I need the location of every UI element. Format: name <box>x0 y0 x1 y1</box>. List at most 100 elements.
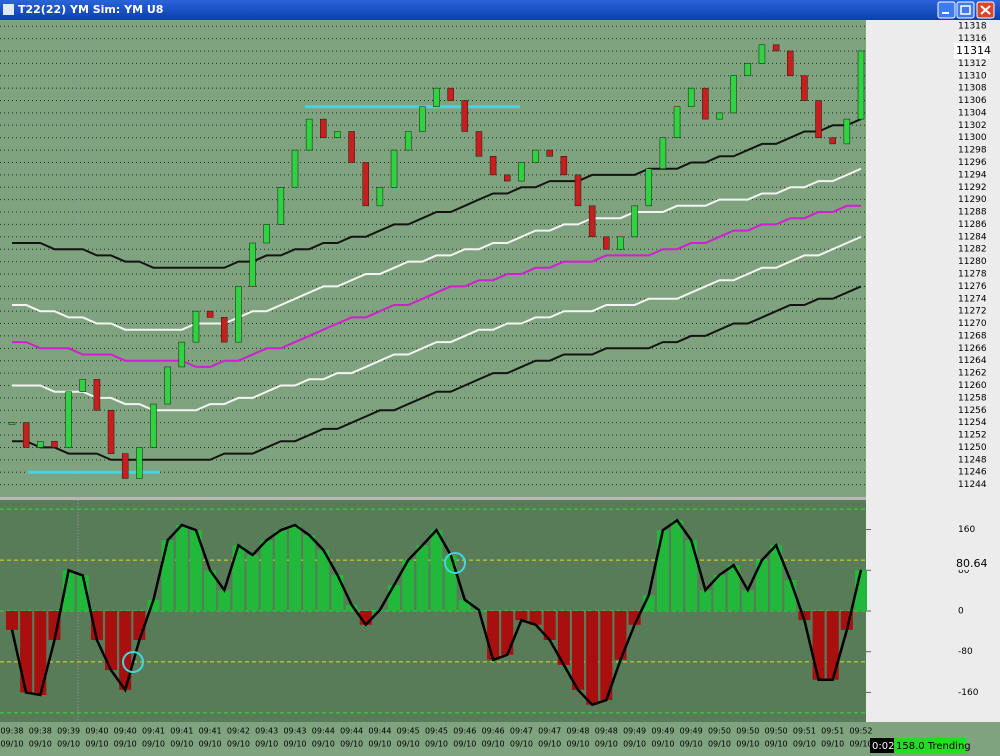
y-tick-label: 11266 <box>958 344 987 354</box>
moving-average <box>12 285 862 461</box>
candle <box>730 75 737 114</box>
x-date-label: 09/10 <box>453 740 476 749</box>
x-tick-label: 09:50 <box>708 727 731 736</box>
candle <box>164 366 171 405</box>
candle <box>376 187 384 207</box>
x-tick-label: 09:43 <box>283 727 306 736</box>
candle <box>249 242 256 287</box>
minimize-button[interactable] <box>937 1 956 19</box>
candle <box>673 106 681 138</box>
oscillator-bar <box>260 540 273 611</box>
highlight-circle <box>122 651 144 673</box>
candle <box>532 149 539 163</box>
candle <box>758 44 766 64</box>
x-tick-label: 09:51 <box>793 727 816 736</box>
oscillator-bar <box>727 565 740 611</box>
candle <box>829 137 836 145</box>
oscillator-bar <box>812 611 825 680</box>
x-date-label: 09/10 <box>57 740 80 749</box>
title-bar <box>0 0 1000 20</box>
oscillator-bar <box>557 611 570 665</box>
oscillator-bar <box>755 560 768 611</box>
x-tick-label: 09:45 <box>397 727 420 736</box>
y-tick-label: 11300 <box>958 133 987 143</box>
oscillator-bar <box>20 611 33 693</box>
candle <box>348 131 355 163</box>
oscillator-bar <box>501 611 514 655</box>
candle <box>107 410 115 454</box>
oscillator-bar <box>529 611 542 625</box>
candle <box>37 440 44 448</box>
oscillator-bar <box>274 530 287 611</box>
y-tick-label: 11278 <box>958 269 987 279</box>
oscillator-bar <box>331 574 344 611</box>
candle <box>150 403 157 448</box>
x-date-label: 09/10 <box>736 740 759 749</box>
oscillator-bar <box>685 540 698 611</box>
oscillator-bar <box>656 530 669 611</box>
oscillator-bar <box>826 611 839 680</box>
candle <box>617 236 624 250</box>
maximize-button[interactable] <box>956 1 975 19</box>
candle <box>235 286 242 343</box>
x-date-label: 09/10 <box>849 740 872 749</box>
oscillator-bar <box>204 570 217 611</box>
y-tick-label: 11312 <box>958 59 987 69</box>
oscillator-bar <box>34 611 47 695</box>
candle <box>659 137 667 169</box>
window-icon <box>3 4 14 15</box>
y-tick-label: 11270 <box>958 319 987 329</box>
candle <box>263 224 270 244</box>
candle <box>857 50 865 120</box>
x-date-label: 09/10 <box>227 740 250 749</box>
candle <box>136 447 143 479</box>
oscillator-bar <box>600 611 613 701</box>
y-tick-label: 11256 <box>958 406 987 416</box>
candle <box>603 236 610 250</box>
oscillator-bar <box>487 611 500 660</box>
candle <box>305 118 313 151</box>
candle <box>447 87 454 101</box>
price-panel <box>0 20 866 497</box>
x-date-label: 09/10 <box>651 740 674 749</box>
close-button[interactable] <box>976 1 995 19</box>
y-tick-label: 11244 <box>958 480 987 490</box>
x-tick-label: 09:38 <box>29 727 52 736</box>
candle <box>546 149 553 157</box>
candle <box>206 310 214 318</box>
y-tick-label: 11290 <box>958 195 987 205</box>
candle <box>843 118 851 145</box>
oscillator-bar <box>90 611 103 641</box>
candle <box>390 149 398 188</box>
status-state: 158.0 Trending <box>896 741 971 752</box>
x-tick-label: 09:38 <box>0 727 23 736</box>
last-value-label: 80.64 <box>956 557 988 570</box>
y-tick-label: 11262 <box>958 369 987 379</box>
x-date-label: 09/10 <box>199 740 222 749</box>
candle <box>65 391 72 448</box>
status-time-box <box>870 738 894 753</box>
oscillator-bar <box>741 590 754 611</box>
oscillator-bar <box>303 535 316 611</box>
x-date-label: 09/10 <box>566 740 589 749</box>
candle <box>702 87 709 120</box>
oscillator-bar <box>189 530 202 611</box>
x-tick-label: 09:40 <box>114 727 137 736</box>
candle <box>687 87 695 107</box>
oscillator-bar <box>713 574 726 611</box>
candle <box>404 131 412 151</box>
x-date-label: 09/10 <box>85 740 108 749</box>
candle <box>320 118 327 138</box>
last-price-box <box>954 42 990 59</box>
y-tick-label: 11302 <box>958 121 987 131</box>
candle <box>504 174 511 182</box>
candle <box>121 453 129 479</box>
x-tick-label: 09:49 <box>651 727 674 736</box>
candle <box>645 168 652 207</box>
candle <box>518 162 525 182</box>
y-tick-label: 11288 <box>958 208 987 218</box>
candle <box>574 174 582 207</box>
y-tick-label: 11306 <box>958 96 987 106</box>
candle <box>221 317 228 343</box>
x-tick-label: 09:48 <box>566 727 589 736</box>
